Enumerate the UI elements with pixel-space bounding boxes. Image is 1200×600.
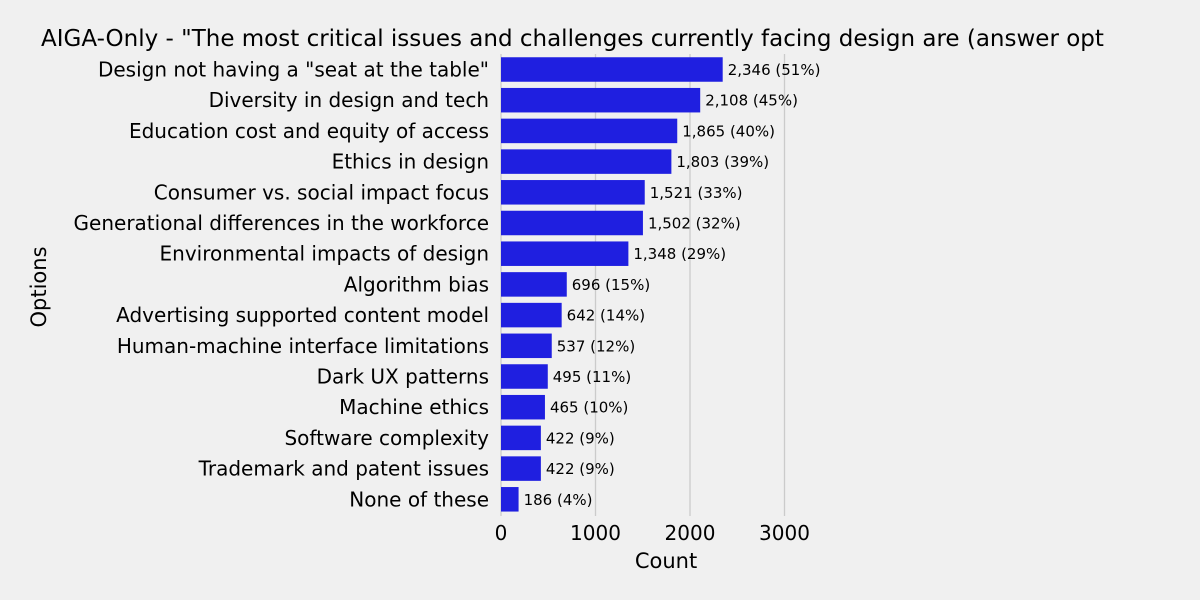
- bar: [501, 456, 541, 481]
- data-label: 1,521 (33%): [650, 184, 743, 202]
- data-label: 186 (4%): [524, 491, 593, 509]
- category-label: Consumer vs. social impact focus: [154, 180, 489, 204]
- bar: [501, 118, 678, 144]
- category-label: None of these: [349, 487, 489, 511]
- data-label: 537 (12%): [557, 337, 635, 355]
- category-label: Trademark and patent issues: [198, 457, 489, 481]
- bar: [501, 333, 552, 359]
- labels-layer: Design not having a "seat at the table" 2…: [74, 58, 821, 512]
- x-tick-label: 1000: [570, 521, 621, 545]
- data-label: 495 (11%): [553, 368, 631, 386]
- x-axis-label: Count: [635, 549, 697, 573]
- bar: [501, 302, 562, 328]
- category-label: Algorithm bias: [344, 272, 489, 296]
- data-label: 1,502 (32%): [648, 215, 741, 233]
- x-tick-label: 3000: [759, 521, 810, 545]
- category-label: Human-machine interface limitations: [117, 334, 489, 358]
- category-label: Design not having a "seat at the table": [98, 58, 489, 82]
- data-label: 1,865 (40%): [682, 122, 775, 140]
- category-label: Environmental impacts of design: [160, 242, 489, 266]
- category-label: Diversity in design and tech: [209, 88, 489, 112]
- bar: [501, 210, 643, 236]
- category-label: Machine ethics: [339, 395, 489, 419]
- data-label: 422 (9%): [546, 460, 615, 478]
- category-label: Software complexity: [284, 426, 489, 450]
- category-label: Dark UX patterns: [317, 365, 489, 389]
- chart-title: AIGA-Only - "The most critical issues an…: [41, 26, 1104, 52]
- bar: [501, 180, 645, 205]
- data-label: 1,803 (39%): [676, 153, 769, 171]
- y-axis-label: Options: [27, 246, 51, 327]
- bar: [501, 425, 541, 451]
- bar: [501, 57, 723, 82]
- category-label: Advertising supported content model: [116, 303, 489, 327]
- bars-layer: [501, 57, 723, 512]
- bar: [501, 364, 548, 389]
- data-label: 2,108 (45%): [705, 92, 798, 110]
- ticks-layer: 0 1000 2000 3000: [495, 521, 810, 545]
- data-label: 422 (9%): [546, 429, 615, 447]
- category-label: Ethics in design: [332, 150, 489, 174]
- data-label: 465 (10%): [550, 399, 628, 417]
- data-label: 696 (15%): [572, 276, 650, 294]
- data-label: 2,346 (51%): [728, 61, 821, 79]
- bar: [501, 87, 701, 113]
- bar: [501, 241, 629, 266]
- bar: [501, 149, 672, 174]
- data-label: 642 (14%): [567, 307, 645, 325]
- category-label: Education cost and equity of access: [129, 119, 489, 143]
- category-label: Generational differences in the workforc…: [74, 211, 489, 235]
- x-tick-label: 0: [495, 521, 508, 545]
- bar: [501, 487, 519, 512]
- bar: [501, 272, 567, 297]
- x-tick-label: 2000: [665, 521, 716, 545]
- bar: [501, 394, 545, 420]
- data-label: 1,348 (29%): [633, 245, 726, 263]
